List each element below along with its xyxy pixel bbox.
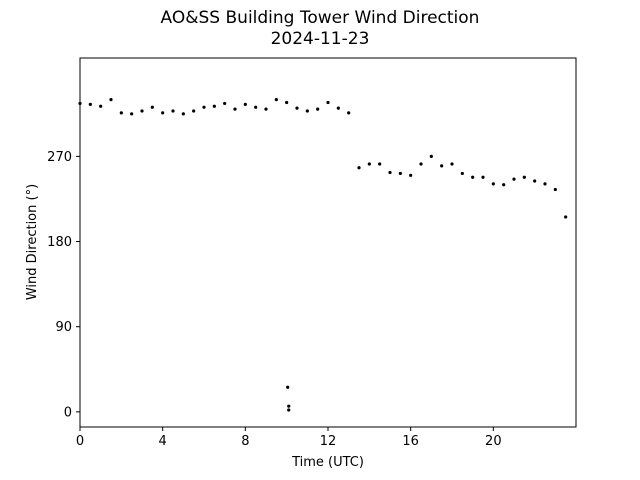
data-point	[109, 98, 113, 102]
x-tick-label: 4	[159, 434, 167, 449]
data-point	[357, 166, 361, 170]
x-tick-label: 0	[76, 434, 84, 449]
data-point	[316, 107, 320, 111]
data-point	[522, 175, 526, 179]
y-axis-label: Wind Direction (°)	[25, 184, 40, 300]
data-point	[553, 187, 557, 192]
data-point	[140, 109, 144, 113]
data-point	[233, 107, 237, 111]
data-point	[171, 109, 175, 113]
y-tick-label: 0	[64, 405, 72, 420]
x-tick-label: 12	[320, 434, 337, 449]
data-point	[192, 109, 196, 113]
data-point	[419, 162, 423, 166]
data-point	[367, 162, 371, 166]
data-point	[287, 404, 291, 408]
data-point	[99, 104, 103, 108]
y-tick-label: 90	[55, 320, 72, 335]
data-point	[130, 112, 134, 116]
x-axis-ticks: 0 4 8 12 16 20	[76, 427, 502, 449]
x-tick-label: 16	[402, 434, 419, 449]
data-point	[398, 171, 402, 176]
data-point	[429, 154, 433, 158]
data-point	[543, 182, 547, 186]
data-point	[512, 177, 516, 181]
data-point	[347, 111, 351, 115]
y-tick-label: 270	[47, 150, 72, 165]
data-point	[336, 106, 340, 110]
data-point	[254, 105, 258, 109]
data-point	[88, 102, 92, 106]
data-point	[326, 100, 330, 105]
data-point	[150, 105, 154, 109]
data-point	[119, 111, 123, 115]
data-points	[78, 98, 568, 412]
data-point	[460, 171, 464, 176]
x-tick-label: 8	[241, 434, 249, 449]
data-point	[243, 102, 247, 106]
x-tick-label: 20	[485, 434, 502, 449]
chart-title: AO&SS Building Tower Wind Direction	[160, 8, 480, 28]
data-point	[274, 98, 278, 102]
data-point	[440, 164, 444, 168]
data-point	[223, 101, 227, 106]
data-point	[285, 100, 289, 105]
chart-subtitle: 2024-11-23	[270, 29, 370, 49]
y-axis-ticks: 0 90 180 270	[47, 150, 80, 420]
data-point	[286, 385, 290, 389]
data-point	[264, 107, 268, 111]
data-point	[181, 112, 185, 116]
data-point	[212, 104, 216, 108]
data-point	[202, 105, 206, 109]
data-point	[409, 173, 413, 177]
data-point	[161, 111, 165, 115]
data-point	[287, 408, 291, 412]
data-point	[305, 109, 309, 113]
data-point	[471, 175, 475, 179]
data-point	[481, 175, 485, 179]
plot-frame	[79, 57, 577, 428]
data-point	[564, 215, 568, 219]
data-point	[295, 106, 299, 110]
data-point	[378, 162, 382, 166]
data-point	[491, 182, 495, 186]
data-point	[533, 179, 537, 183]
y-tick-label: 180	[47, 235, 72, 250]
plot-area	[80, 58, 576, 427]
data-point	[502, 183, 506, 187]
x-axis-label: Time (UTC)	[291, 455, 364, 470]
data-point	[450, 162, 454, 166]
data-point	[388, 170, 392, 175]
